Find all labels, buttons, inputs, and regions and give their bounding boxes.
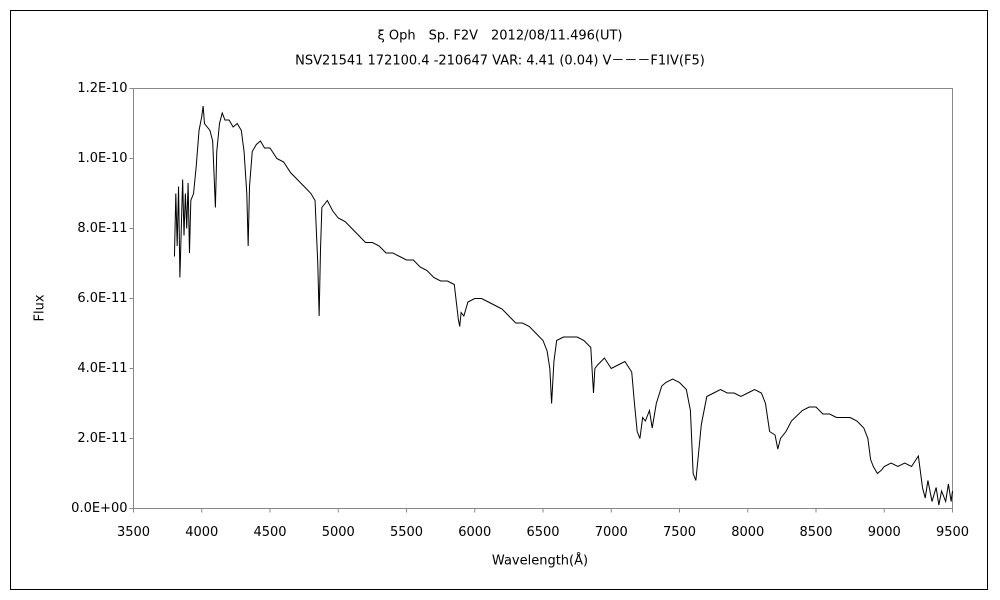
x-tick-label: 8000 <box>731 525 764 540</box>
x-tick-label: 3500 <box>117 525 150 540</box>
y-tick-label: 6.0E-11 <box>77 291 127 306</box>
y-tick-label: 8.0E-11 <box>77 221 127 236</box>
y-tick-label: 1.0E-10 <box>77 151 127 166</box>
x-tick-label: 6500 <box>526 525 559 540</box>
x-tick-label: 6000 <box>458 525 491 540</box>
x-tick-label: 9000 <box>868 525 901 540</box>
y-tick-label: 2.0E-11 <box>77 431 127 446</box>
x-tick-label: 4500 <box>253 525 286 540</box>
x-tick-label: 7000 <box>595 525 628 540</box>
chart-subtitle: NSV21541 172100.4 -210647 VAR: 4.41 (0.0… <box>295 54 705 69</box>
y-tick-label: 1.2E-10 <box>77 81 127 96</box>
chart-title: ξ Oph Sp. F2V 2012/08/11.496(UT) <box>378 29 623 44</box>
y-axis-label: Flux <box>33 294 48 321</box>
x-axis-label: Wavelength(Å) <box>492 553 588 569</box>
x-tick-label: 4000 <box>185 525 218 540</box>
spectrum-line <box>173 105 953 506</box>
y-tick-label: 0.0E+00 <box>71 501 127 516</box>
y-tick-label: 4.0E-11 <box>77 361 127 376</box>
plot-area <box>133 88 953 509</box>
x-tick-label: 8500 <box>799 525 832 540</box>
x-tick-label: 7500 <box>663 525 696 540</box>
x-tick-label: 5000 <box>322 525 355 540</box>
x-tick-label: 5500 <box>390 525 423 540</box>
x-tick-label: 9500 <box>936 525 969 540</box>
